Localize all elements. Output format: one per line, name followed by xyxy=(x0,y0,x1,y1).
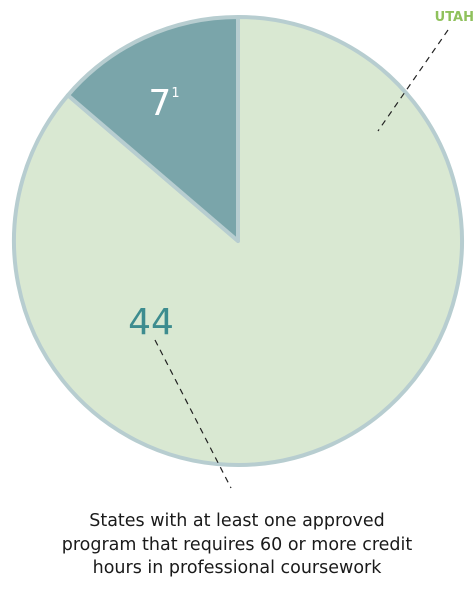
utah-label: UTAH xyxy=(435,10,474,25)
utah-leader-line xyxy=(377,29,449,132)
caption-line-3: hours in professional coursework xyxy=(92,558,382,579)
caption-line-2: program that requires 60 or more credit xyxy=(61,534,413,555)
pie-slice-7 xyxy=(65,15,240,243)
slice-value-44: 44 xyxy=(128,302,174,343)
slice-value-7-footnote: 1 xyxy=(171,86,179,101)
caption: States with at least one approved progra… xyxy=(0,510,474,581)
caption-line-1: States with at least one approved xyxy=(89,511,385,531)
caption-leader-line xyxy=(154,339,232,489)
slice-value-7: 71 xyxy=(148,83,179,124)
slice-value-7-number: 7 xyxy=(148,83,171,124)
pie-slices xyxy=(12,15,464,467)
